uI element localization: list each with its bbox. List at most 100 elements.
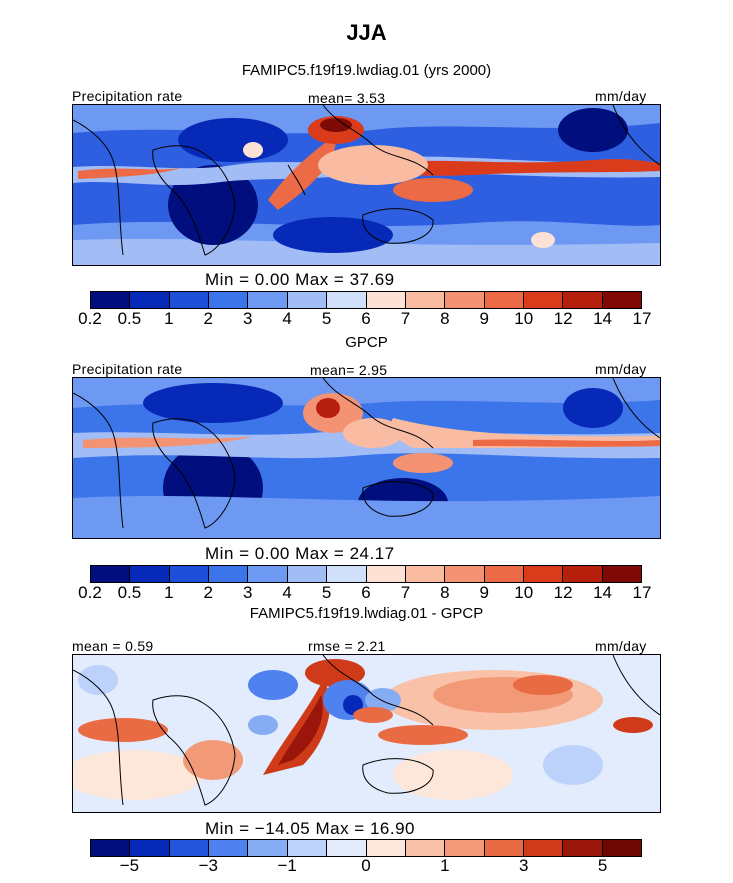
colorbar-swatch: [523, 566, 564, 582]
colorbar-tick-label: 0.2: [78, 583, 102, 602]
colorbar-swatch: [523, 292, 564, 308]
colorbar-swatch: [287, 292, 328, 308]
colorbar-swatch: [130, 840, 170, 856]
colorbar-swatch: [169, 292, 210, 308]
colorbar-tick-label: 2: [203, 309, 214, 328]
colorbar-tick-label: 1: [164, 309, 174, 328]
colorbar-tick-label: 1: [164, 583, 174, 602]
colorbar-swatch: [209, 566, 249, 582]
colorbar-swatch: [484, 566, 524, 582]
panel-2-colorbar: [90, 565, 642, 583]
colorbar-swatch: [602, 566, 642, 582]
panel-1-variable-label: Precipitation rate: [72, 88, 183, 104]
colorbar-swatch: [169, 566, 210, 582]
colorbar-swatch: [327, 840, 367, 856]
colorbar-tick-label: 6: [361, 583, 371, 602]
colorbar-swatch: [563, 292, 603, 308]
colorbar-swatch: [169, 840, 210, 856]
colorbar-swatch: [209, 292, 249, 308]
figure-title: JJA: [346, 20, 387, 45]
colorbar-swatch: [484, 840, 524, 856]
colorbar-tick-label: −5: [119, 856, 140, 875]
colorbar-swatch: [209, 840, 249, 856]
panel-1-colorbar-ticks: 0.2 0.5 1 2 3 4 5 6 7 8 9 10 12 14 17: [0, 309, 733, 331]
colorbar-tick-label: 14: [593, 309, 613, 328]
panel-1-unit-label: mm/day: [595, 88, 647, 104]
colorbar-tick-label: 12: [553, 309, 573, 328]
panel-3-title: FAMIPC5.f19f19.lwdiag.01 - GPCP: [249, 605, 484, 622]
colorbar-tick-label: 14: [593, 583, 613, 602]
colorbar-tick-label: 0.5: [117, 309, 142, 328]
panel-2-min-max: Min = 0.00 Max = 24.17: [205, 544, 395, 563]
colorbar-tick-label: 5: [597, 856, 608, 875]
colorbar-tick-label: 17: [632, 309, 652, 328]
colorbar-swatch: [523, 840, 564, 856]
colorbar-swatch: [366, 840, 406, 856]
panel-1-colorbar: [90, 291, 642, 309]
colorbar-tick-label: 0.5: [117, 583, 142, 602]
colorbar-swatch: [130, 292, 170, 308]
colorbar-tick-label: 5: [321, 583, 332, 602]
colorbar-swatch: [563, 566, 603, 582]
colorbar-swatch: [248, 840, 288, 856]
colorbar-tick-label: 6: [361, 309, 371, 328]
colorbar-swatch: [445, 566, 485, 582]
colorbar-tick-label: 3: [518, 856, 529, 875]
panel-3-unit-label: mm/day: [595, 638, 647, 654]
colorbar-swatch: [287, 566, 328, 582]
colorbar-tick-label: 17: [632, 583, 652, 602]
panel-1-mean-label: mean= 3.53: [308, 90, 386, 106]
colorbar-swatch: [366, 292, 406, 308]
colorbar-tick-label: 7: [400, 309, 411, 328]
colorbar-tick-label: −3: [198, 856, 218, 875]
colorbar-swatch: [327, 566, 367, 582]
colorbar-tick-label: −1: [277, 856, 297, 875]
colorbar-tick-label: 8: [440, 309, 450, 328]
colorbar-tick-label: 4: [282, 309, 292, 328]
panel-2-variable-label: Precipitation rate: [72, 361, 183, 377]
colorbar-swatch: [91, 292, 131, 308]
panel-3-mean-label: mean = 0.59: [72, 638, 154, 654]
panel-3-rmse-label: rmse = 2.21: [308, 638, 386, 654]
colorbar-tick-label: 9: [479, 309, 490, 328]
panel-2-unit-label: mm/day: [595, 361, 647, 377]
colorbar-tick-label: 12: [553, 583, 573, 602]
colorbar-swatch: [602, 840, 642, 856]
panel-1-map: [72, 104, 661, 266]
colorbar-swatch: [130, 566, 170, 582]
panel-1-title: FAMIPC5.f19f19.lwdiag.01 (yrs 2000): [241, 62, 492, 79]
colorbar-tick-label: 3: [242, 309, 253, 328]
colorbar-swatch: [248, 292, 288, 308]
panel-1-map-svg: [73, 105, 660, 265]
colorbar-swatch: [327, 292, 367, 308]
panel-2-title: GPCP: [345, 334, 388, 351]
colorbar-swatch: [445, 292, 485, 308]
colorbar-tick-label: 2: [203, 583, 214, 602]
colorbar-swatch: [366, 566, 406, 582]
panel-2-mean-label: mean= 2.95: [310, 362, 388, 378]
colorbar-tick-label: 9: [479, 583, 490, 602]
colorbar-swatch: [91, 566, 131, 582]
panel-2-map-svg: [73, 378, 660, 538]
colorbar-tick-label: 8: [440, 583, 450, 602]
colorbar-swatch: [484, 292, 524, 308]
panel-3-colorbar-ticks: −5 −3 −1 0 1 3 5: [0, 856, 733, 878]
colorbar-tick-label: 1: [440, 856, 450, 875]
panel-3-colorbar: [90, 839, 642, 857]
colorbar-swatch: [602, 292, 642, 308]
colorbar-swatch: [563, 840, 603, 856]
panel-2-colorbar-ticks: 0.2 0.5 1 2 3 4 5 6 7 8 9 10 12 14 17: [0, 583, 733, 605]
panel-3-map: [72, 654, 661, 813]
colorbar-swatch: [445, 840, 485, 856]
colorbar-swatch: [405, 292, 446, 308]
colorbar-swatch: [405, 566, 446, 582]
colorbar-tick-label: 5: [321, 309, 332, 328]
colorbar-tick-label: 0: [361, 856, 371, 875]
panel-3-min-max: Min = −14.05 Max = 16.90: [205, 819, 415, 838]
colorbar-swatch: [405, 840, 446, 856]
panel-3-map-svg: [73, 655, 660, 812]
panel-2-map: [72, 377, 661, 539]
colorbar-tick-label: 10: [514, 583, 534, 602]
panel-1-min-max: Min = 0.00 Max = 37.69: [205, 270, 395, 289]
colorbar-tick-label: 4: [282, 583, 292, 602]
